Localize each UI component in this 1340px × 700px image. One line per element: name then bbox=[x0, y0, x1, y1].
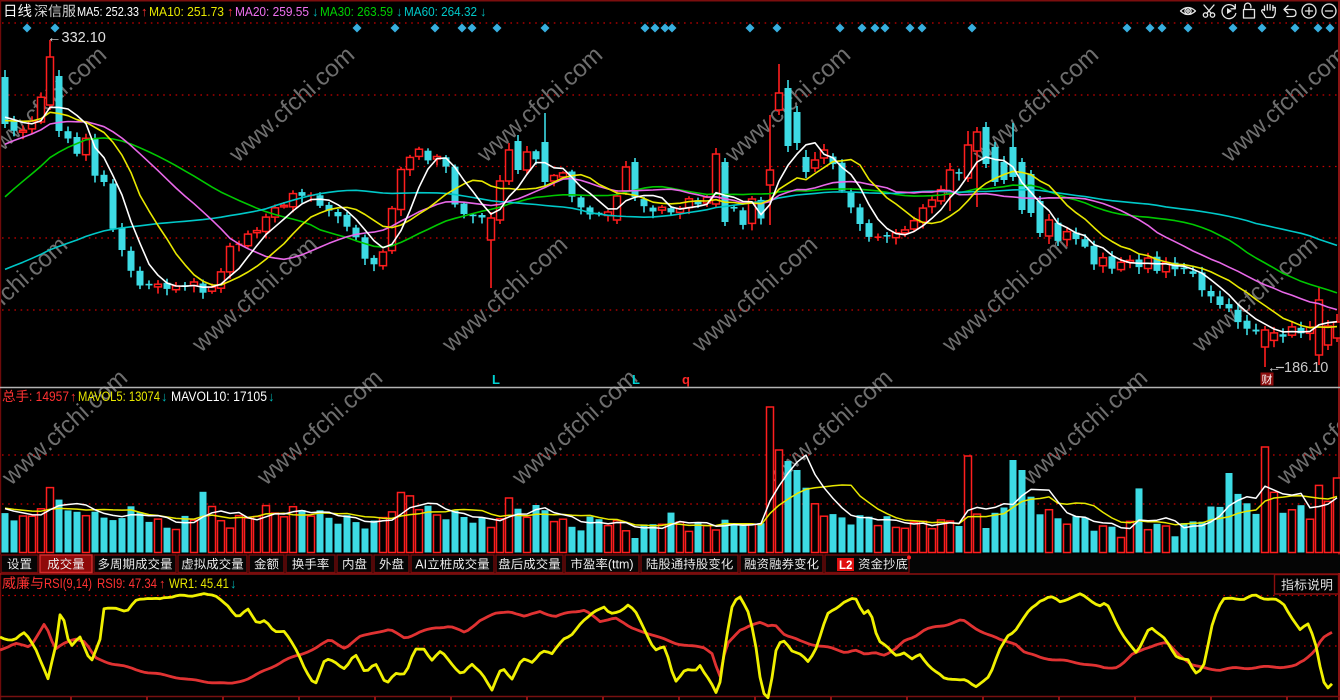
svg-text:MA20: 259.55: MA20: 259.55 bbox=[235, 4, 309, 19]
svg-text:L2: L2 bbox=[839, 560, 852, 572]
svg-text:MAVOL5: 13074: MAVOL5: 13074 bbox=[78, 389, 160, 404]
svg-text:RSI(9,14): RSI(9,14) bbox=[44, 576, 92, 591]
svg-text:←: ← bbox=[1267, 359, 1281, 375]
svg-text:MA10: 251.73: MA10: 251.73 bbox=[149, 4, 224, 19]
svg-text:↑: ↑ bbox=[141, 4, 148, 19]
svg-text:MA30: 263.59: MA30: 263.59 bbox=[320, 4, 393, 19]
svg-text:L: L bbox=[492, 372, 500, 387]
svg-text:(ttm): (ttm) bbox=[608, 558, 634, 572]
svg-text:L: L bbox=[632, 372, 640, 387]
svg-text:186.10: 186.10 bbox=[1284, 360, 1328, 376]
svg-text:q: q bbox=[682, 372, 690, 387]
svg-text:↓: ↓ bbox=[396, 4, 403, 19]
svg-text:: 14957: : 14957 bbox=[29, 389, 69, 404]
svg-text:MA60: 264.32: MA60: 264.32 bbox=[404, 4, 477, 19]
svg-text:MAVOL10: 17105: MAVOL10: 17105 bbox=[171, 389, 267, 404]
svg-text:WR1: 45.41: WR1: 45.41 bbox=[169, 576, 229, 591]
svg-text:↓: ↓ bbox=[312, 4, 319, 19]
svg-text:↓: ↓ bbox=[480, 4, 487, 19]
svg-text:↓: ↓ bbox=[230, 576, 237, 591]
svg-text:↓: ↓ bbox=[161, 389, 168, 404]
svg-text:MA5: 252.33: MA5: 252.33 bbox=[77, 4, 139, 19]
svg-text:↑: ↑ bbox=[227, 4, 234, 19]
svg-text:←332.10: ←332.10 bbox=[47, 30, 106, 46]
svg-text:↑: ↑ bbox=[70, 389, 77, 404]
svg-text:↓: ↓ bbox=[268, 389, 275, 404]
svg-text:↑: ↑ bbox=[159, 576, 166, 591]
svg-text:RSI9: 47.34: RSI9: 47.34 bbox=[97, 576, 157, 591]
svg-text:AI: AI bbox=[415, 558, 427, 572]
